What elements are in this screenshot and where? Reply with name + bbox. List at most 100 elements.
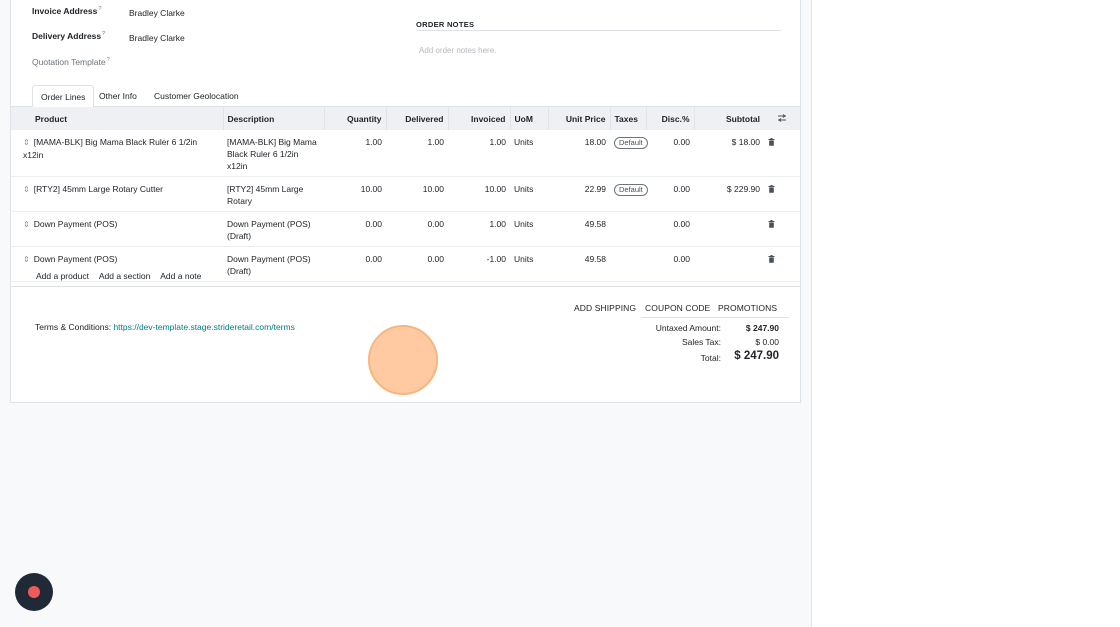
- order-lines-table: Product Description Quantity Delivered I…: [11, 107, 800, 282]
- add-section-link[interactable]: Add a section: [98, 271, 151, 281]
- sales-tax-label: Sales Tax:: [681, 337, 721, 347]
- invoiced-cell: 10.00: [448, 176, 510, 212]
- add-shipping-button[interactable]: ADD SHIPPING: [574, 303, 637, 313]
- section-divider: [11, 286, 800, 287]
- subtotal-cell: $ 18.00: [694, 130, 764, 177]
- actions-divider: [641, 317, 789, 318]
- trash-icon[interactable]: [768, 255, 775, 263]
- uom-cell[interactable]: Units: [510, 130, 548, 177]
- delivered-cell[interactable]: 1.00: [386, 130, 448, 177]
- record-icon: [28, 586, 40, 598]
- unit-price-cell[interactable]: 49.58: [548, 211, 610, 247]
- product-cell[interactable]: Down Payment (POS): [33, 254, 118, 264]
- unit-price-cell[interactable]: 49.58: [548, 246, 610, 282]
- help-icon[interactable]: ?: [106, 57, 110, 64]
- product-cell[interactable]: Down Payment (POS): [33, 219, 118, 229]
- sale-order-form: Invoice Address? Bradley Clarke Delivery…: [10, 0, 801, 403]
- table-header-row: Product Description Quantity Delivered I…: [11, 107, 800, 130]
- trash-icon[interactable]: [768, 185, 775, 193]
- add-line-links: Add a product Add a section Add a note: [36, 271, 209, 281]
- terms-link[interactable]: https://dev-template.stage.strideretail.…: [113, 322, 295, 332]
- description-cell[interactable]: Down Payment (POS) (Draft): [223, 211, 324, 247]
- col-uom-header[interactable]: UoM: [510, 107, 549, 130]
- uom-cell[interactable]: Units: [510, 176, 548, 212]
- add-product-link[interactable]: Add a product: [36, 271, 89, 281]
- delivered-cell[interactable]: 0.00: [386, 211, 448, 247]
- table-row[interactable]: ⇕ Down Payment (POS) Down Payment (POS) (…: [11, 246, 800, 282]
- order-notes-title: ORDER NOTES: [416, 20, 475, 29]
- help-icon[interactable]: ?: [98, 6, 102, 13]
- trash-icon[interactable]: [768, 220, 775, 228]
- quantity-cell[interactable]: 0.00: [324, 211, 386, 247]
- promotions-button[interactable]: PROMOTIONS: [718, 303, 778, 313]
- table-row[interactable]: ⇕ [MAMA-BLK] Big Mama Black Ruler 6 1/2in…: [11, 130, 800, 177]
- table-row[interactable]: ⇕ [RTY2] 45mm Large Rotary Cutter [RTY2] …: [11, 176, 800, 212]
- coupon-code-button[interactable]: COUPON CODE: [645, 303, 711, 313]
- delivered-cell[interactable]: 0.00: [386, 246, 448, 282]
- side-panel: [811, 0, 1120, 627]
- drag-handle-icon[interactable]: ⇕: [23, 255, 30, 264]
- col-product-header[interactable]: Product: [11, 107, 224, 130]
- tab-order-lines[interactable]: Order Lines: [32, 85, 95, 108]
- product-cell[interactable]: [RTY2] 45mm Large Rotary Cutter: [33, 184, 163, 194]
- notebook-tabs: Order Lines Other Info Customer Geolocat…: [11, 83, 800, 108]
- untaxed-amount-value: $ 247.90: [745, 323, 779, 333]
- help-icon[interactable]: ?: [102, 31, 106, 38]
- unit-price-cell[interactable]: 22.99: [548, 176, 610, 212]
- click-indicator: [368, 325, 438, 395]
- col-invoiced-header[interactable]: Invoiced: [448, 107, 511, 130]
- taxes-cell[interactable]: [610, 246, 646, 282]
- subtotal-cell: [694, 211, 764, 247]
- order-notes-divider: [417, 30, 781, 31]
- disc-cell[interactable]: 0.00: [646, 246, 694, 282]
- invoiced-cell: 1.00: [448, 130, 510, 177]
- tax-badge[interactable]: Default: [614, 184, 648, 196]
- invoice-address-value[interactable]: Bradley Clarke: [129, 8, 185, 18]
- description-cell[interactable]: Down Payment (POS) (Draft): [223, 246, 324, 282]
- order-notes-input[interactable]: Add order notes here.: [419, 46, 497, 55]
- col-disc-header[interactable]: Disc.%: [646, 107, 695, 130]
- subtotal-cell: $ 229.90: [694, 176, 764, 212]
- tab-customer-geolocation[interactable]: Customer Geolocation: [154, 91, 239, 101]
- disc-cell[interactable]: 0.00: [646, 211, 694, 247]
- subtotal-cell: [694, 246, 764, 282]
- trash-icon[interactable]: [768, 138, 775, 146]
- col-delivered-header[interactable]: Delivered: [386, 107, 449, 130]
- taxes-cell[interactable]: [610, 211, 646, 247]
- invoiced-cell: 1.00: [448, 211, 510, 247]
- add-note-link[interactable]: Add a note: [160, 271, 202, 281]
- quantity-cell[interactable]: 10.00: [324, 176, 386, 212]
- delivery-address-value[interactable]: Bradley Clarke: [129, 33, 185, 43]
- quantity-cell[interactable]: 1.00: [324, 130, 386, 177]
- product-cell[interactable]: [MAMA-BLK] Big Mama Black Ruler 6 1/2in …: [23, 137, 198, 160]
- drag-handle-icon[interactable]: ⇕: [23, 138, 30, 147]
- disc-cell[interactable]: 0.00: [646, 176, 694, 212]
- delivered-cell[interactable]: 10.00: [386, 176, 448, 212]
- description-cell[interactable]: [MAMA-BLK] Big Mama Black Ruler 6 1/2in …: [223, 130, 324, 177]
- unit-price-cell[interactable]: 18.00: [548, 130, 610, 177]
- terms-label: Terms & Conditions:: [35, 322, 112, 332]
- record-button[interactable]: [15, 573, 53, 611]
- col-taxes-header[interactable]: Taxes: [610, 107, 647, 130]
- col-subtotal-header[interactable]: Subtotal: [694, 107, 764, 130]
- column-settings-icon[interactable]: [764, 107, 800, 130]
- uom-cell[interactable]: Units: [510, 246, 548, 282]
- drag-handle-icon[interactable]: ⇕: [23, 185, 30, 194]
- tax-badge[interactable]: Default: [614, 137, 648, 149]
- quotation-template-label: Quotation Template?: [32, 57, 110, 67]
- uom-cell[interactable]: Units: [510, 211, 548, 247]
- disc-cell[interactable]: 0.00: [646, 130, 694, 177]
- col-unit-price-header[interactable]: Unit Price: [548, 107, 611, 130]
- col-quantity-header[interactable]: Quantity: [324, 107, 387, 130]
- untaxed-amount-label: Untaxed Amount:: [655, 323, 721, 333]
- terms-and-conditions: Terms & Conditions: https://dev-template…: [35, 322, 295, 332]
- invoice-address-label: Invoice Address?: [32, 6, 102, 16]
- col-description-header[interactable]: Description: [223, 107, 325, 130]
- description-cell[interactable]: [RTY2] 45mm Large Rotary: [223, 176, 324, 212]
- quantity-cell[interactable]: 0.00: [324, 246, 386, 282]
- table-row[interactable]: ⇕ Down Payment (POS) Down Payment (POS) (…: [11, 211, 800, 247]
- invoiced-cell: -1.00: [448, 246, 510, 282]
- sales-tax-value: $ 0.00: [755, 337, 779, 347]
- drag-handle-icon[interactable]: ⇕: [23, 220, 30, 229]
- tab-other-info[interactable]: Other Info: [99, 91, 137, 101]
